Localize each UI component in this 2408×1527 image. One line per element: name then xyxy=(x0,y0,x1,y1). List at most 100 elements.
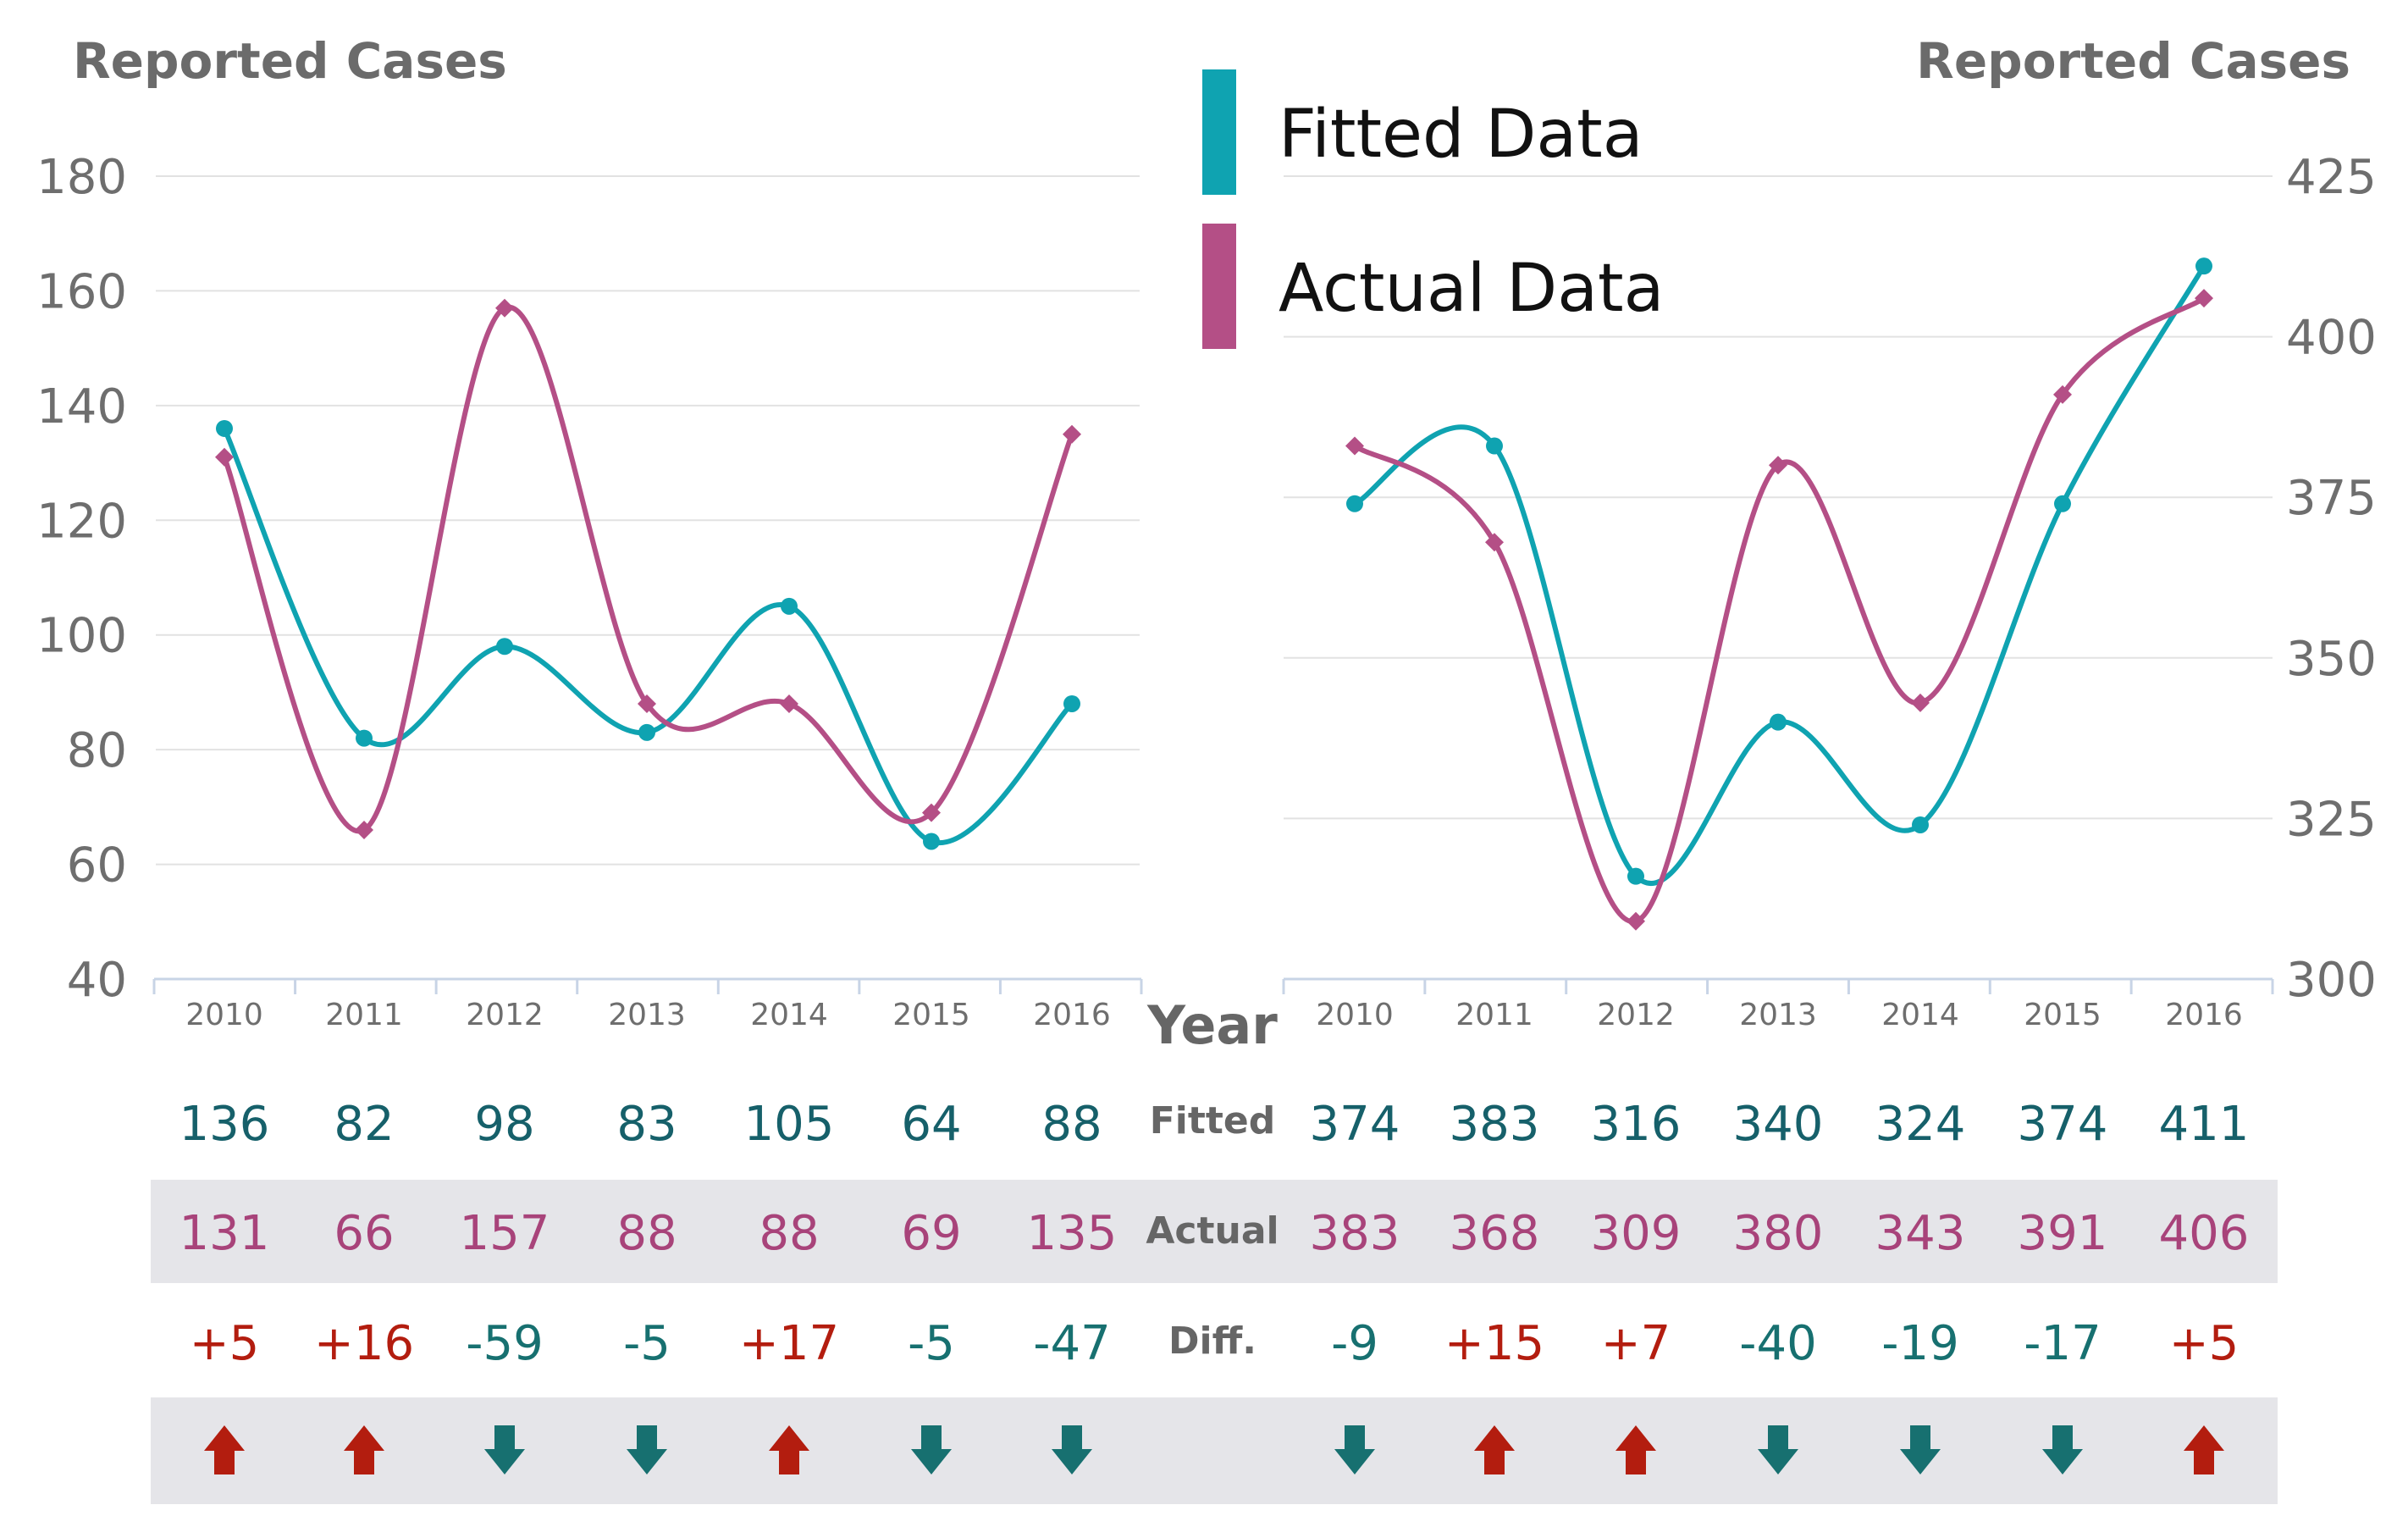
right-trend-up-arrow-icon xyxy=(1474,1425,1515,1474)
right-fitted-cell: 316 xyxy=(1591,1097,1682,1152)
left-diff-cell: -59 xyxy=(466,1316,543,1371)
left-diff-cell: +5 xyxy=(190,1316,260,1371)
right-diff-cell: -9 xyxy=(1331,1316,1378,1371)
left-actual-point xyxy=(215,447,234,467)
series-lines xyxy=(222,264,2206,924)
right-y-tick-label: 400 xyxy=(2286,311,2377,366)
right-actual-cell: 309 xyxy=(1591,1206,1682,1261)
right-y-tick-label: 300 xyxy=(2286,953,2377,1008)
right-actual-line xyxy=(1353,296,2206,924)
right-diff-cell: -40 xyxy=(1739,1316,1816,1371)
right-actual-point xyxy=(1485,533,1504,552)
left-trend-up-arrow-icon xyxy=(344,1425,384,1474)
right-y-tick-label: 325 xyxy=(2286,792,2377,847)
left-fitted-cell: 88 xyxy=(1041,1097,1102,1152)
right-fitted-point xyxy=(1486,437,1503,455)
right-trend-down-arrow-icon xyxy=(1900,1425,1941,1474)
legend-swatch-actual xyxy=(1202,224,1236,349)
right-x-tick-label: 2013 xyxy=(1739,998,1817,1032)
right-fitted-line xyxy=(1353,264,2206,887)
left-y-tick-label: 160 xyxy=(36,264,127,319)
right-x-tick-label: 2011 xyxy=(1455,998,1533,1032)
left-diff-cell: +16 xyxy=(314,1316,414,1371)
right-x-tick-label: 2014 xyxy=(1881,998,1959,1032)
right-actual-cell: 406 xyxy=(2159,1206,2250,1261)
right-y-tick-label: 425 xyxy=(2286,150,2377,205)
right-actual-point xyxy=(1769,456,1787,475)
fitted-row-label: Fitted xyxy=(1150,1099,1276,1142)
left-x-tick-label: 2014 xyxy=(750,998,828,1032)
right-y-axis-title: Reported Cases xyxy=(1916,32,2350,90)
chart-labels: Reported Cases Reported Cases Year Fitte… xyxy=(73,32,2350,1363)
left-actual-point xyxy=(638,694,656,713)
right-diff-cell: -19 xyxy=(1881,1316,1958,1371)
left-diff-cell: +17 xyxy=(739,1316,839,1371)
left-x-tick-label: 2010 xyxy=(185,998,263,1032)
left-actual-cell: 135 xyxy=(1027,1206,1118,1261)
left-diff-cell: -5 xyxy=(623,1316,671,1371)
right-fitted-point xyxy=(1346,495,1363,512)
left-trend-up-arrow-icon xyxy=(204,1425,245,1474)
left-actual-point xyxy=(780,694,798,713)
left-fitted-cell: 136 xyxy=(179,1097,270,1152)
left-fitted-cell: 82 xyxy=(334,1097,394,1152)
right-actual-cell: 368 xyxy=(1450,1206,1540,1261)
left-y-tick-label: 80 xyxy=(67,723,127,778)
right-fitted-point xyxy=(1627,867,1644,885)
right-trend-up-arrow-icon xyxy=(1615,1425,1656,1474)
left-y-tick-label: 60 xyxy=(67,838,127,894)
left-y-tick-label: 40 xyxy=(67,953,127,1008)
left-fitted-point xyxy=(638,723,655,741)
right-fitted-point xyxy=(2195,257,2212,275)
left-y-tick-label: 180 xyxy=(36,150,127,205)
left-actual-cell: 131 xyxy=(179,1206,270,1261)
series-markers xyxy=(215,257,2213,931)
diff-row-label: Diff. xyxy=(1168,1320,1256,1363)
left-actual-cell: 157 xyxy=(460,1206,550,1261)
left-trend-down-arrow-icon xyxy=(627,1425,667,1474)
right-diff-cell: -17 xyxy=(2024,1316,2101,1371)
right-diff-cell: +5 xyxy=(2169,1316,2240,1371)
left-actual-cell: 88 xyxy=(759,1206,819,1261)
left-actual-point xyxy=(355,820,373,839)
left-fitted-cell: 64 xyxy=(901,1097,961,1152)
right-diff-cell: +15 xyxy=(1444,1316,1544,1371)
left-actual-point xyxy=(495,298,514,318)
right-actual-point xyxy=(2053,385,2072,404)
left-fitted-point xyxy=(923,833,940,850)
left-diff-cell: -47 xyxy=(1033,1316,1110,1371)
left-actual-cell: 88 xyxy=(616,1206,677,1261)
left-trend-up-arrow-icon xyxy=(769,1425,809,1474)
left-actual-cell: 69 xyxy=(901,1206,961,1261)
right-y-tick-label: 350 xyxy=(2286,632,2377,687)
right-fitted-cell: 340 xyxy=(1733,1097,1824,1152)
left-fitted-point xyxy=(496,638,513,656)
legend-label-fitted: Fitted Data xyxy=(1279,97,1643,173)
trend-row-band xyxy=(151,1397,2278,1504)
right-actual-cell: 343 xyxy=(1875,1206,1966,1261)
right-x-tick-label: 2015 xyxy=(2024,998,2101,1032)
right-y-tick-label: 375 xyxy=(2286,471,2377,526)
right-actual-point xyxy=(1345,436,1364,456)
left-x-tick-label: 2016 xyxy=(1033,998,1111,1032)
left-trend-down-arrow-icon xyxy=(1052,1425,1092,1474)
left-diff-cell: -5 xyxy=(908,1316,955,1371)
left-fitted-cell: 105 xyxy=(744,1097,835,1152)
left-fitted-cell: 83 xyxy=(616,1097,677,1152)
generated-chart-elements: 40 60 80 100 120 140 160 180 2010 2011 2012 2013 201… xyxy=(36,150,2377,1474)
right-fitted-cell: 324 xyxy=(1875,1097,1966,1152)
right-actual-cell: 380 xyxy=(1733,1206,1824,1261)
left-actual-point xyxy=(1063,424,1081,444)
left-x-tick-label: 2015 xyxy=(892,998,970,1032)
right-trend-down-arrow-icon xyxy=(1334,1425,1375,1474)
right-actual-cell: 391 xyxy=(2018,1206,2108,1261)
year-row-label: Year xyxy=(1146,994,1278,1056)
right-fitted-point xyxy=(1770,713,1787,731)
left-fitted-point xyxy=(216,419,233,437)
left-fitted-point xyxy=(1063,694,1080,712)
left-x-tick-label: 2012 xyxy=(466,998,544,1032)
right-trend-down-arrow-icon xyxy=(2042,1425,2083,1474)
left-y-tick-label: 140 xyxy=(36,379,127,434)
left-fitted-point xyxy=(781,597,798,615)
left-y-tick-label: 100 xyxy=(36,609,127,664)
